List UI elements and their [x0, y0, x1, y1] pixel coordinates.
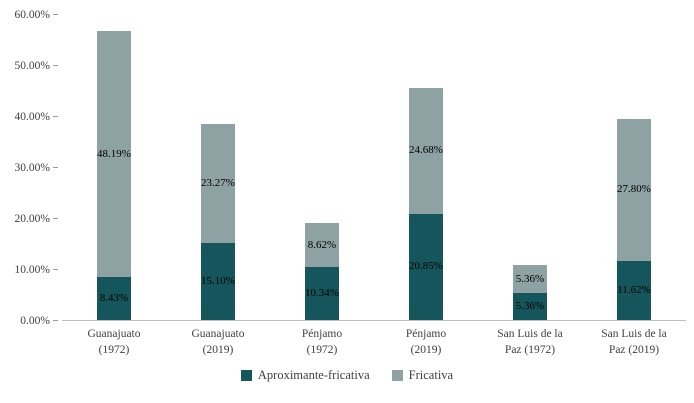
data-label: 23.27%	[201, 177, 235, 190]
legend-label: Fricativa	[408, 368, 454, 383]
y-tick-label: 50.00%	[14, 60, 50, 72]
category-label-line: (2019)	[202, 343, 234, 356]
category-label: Pénjamo (1972)	[270, 327, 374, 358]
bar-segment-aproximante-fricativa: 11.62%	[617, 260, 651, 320]
bar-segment-fricativa: 23.27%	[201, 124, 235, 243]
stacked-bar: 27.80% 11.62%	[617, 118, 651, 320]
y-tick-mark	[53, 65, 58, 66]
category-label-line: Pénjamo	[301, 328, 343, 340]
legend-swatch	[391, 370, 403, 382]
y-tick-label: 30.00%	[14, 162, 50, 174]
category-label: San Luis de la Paz (1972)	[478, 327, 582, 358]
category-label-line: Paz (1972)	[504, 343, 556, 356]
bar-segment-fricativa: 27.80%	[617, 118, 651, 261]
y-tick-mark	[53, 116, 58, 117]
y-tick-mark	[53, 269, 58, 270]
y-tick-label: 10.00%	[14, 264, 50, 276]
y-tick-mark	[53, 218, 58, 219]
category-label-line: (2019)	[410, 343, 442, 356]
category-label-line: (1972)	[306, 343, 338, 356]
legend-label: Aproximante-fricativa	[257, 368, 370, 383]
bar-group: 8.62% 10.34%	[270, 14, 374, 320]
bar-group: 23.27% 15.10%	[166, 14, 270, 320]
bar-group: 24.68% 20.85%	[374, 14, 478, 320]
data-label: 10.34%	[305, 287, 339, 300]
stacked-bar: 8.62% 10.34%	[305, 223, 339, 320]
bar-group: 48.19% 8.43%	[62, 14, 166, 320]
data-label: 48.19%	[97, 147, 131, 160]
bar-group: 5.36% 5.36%	[478, 14, 582, 320]
bar-segment-fricativa: 8.62%	[305, 223, 339, 268]
y-axis: 0.00% 10.00% 20.00% 30.00% 40.00% 50.00% 60.00…	[0, 9, 62, 327]
category-label-line: Paz (2019)	[608, 343, 660, 356]
data-label: 15.10%	[201, 275, 235, 287]
x-axis-labels: Guanajuato (1972) Guanajuato (2019) Pénjamo (…	[62, 327, 686, 358]
y-tick-label: 20.00%	[14, 213, 50, 225]
bar-segment-aproximante-fricativa: 8.43%	[97, 277, 131, 320]
data-label: 11.62%	[617, 283, 651, 296]
category-label: Guanajuato (1972)	[62, 327, 166, 358]
bar-segment-aproximante-fricativa: 15.10%	[201, 243, 235, 320]
y-tick-label: 0.00%	[20, 315, 50, 327]
legend-item: Aproximante-fricativa	[240, 368, 370, 383]
y-tick-mark	[53, 14, 58, 15]
bar-segment-fricativa: 48.19%	[97, 31, 131, 278]
stacked-bar: 23.27% 15.10%	[201, 124, 235, 320]
bar-segment-aproximante-fricativa: 5.36%	[513, 292, 547, 320]
chart-area: 0.00% 10.00% 20.00% 30.00% 40.00% 50.00% 60.00…	[0, 9, 694, 327]
stacked-bar: 5.36% 5.36%	[513, 265, 547, 320]
data-label: 20.85%	[409, 260, 443, 273]
category-label-line: Pénjamo	[405, 328, 447, 340]
bar-segment-aproximante-fricativa: 20.85%	[409, 213, 443, 320]
data-label: 27.80%	[617, 183, 651, 196]
y-tick-label: 40.00%	[14, 111, 50, 123]
legend: Aproximante-fricativa Fricativa	[0, 368, 694, 383]
category-label: Guanajuato (2019)	[166, 327, 270, 358]
category-label: San Luis de la Paz (2019)	[582, 327, 686, 358]
y-tick-mark	[53, 320, 58, 321]
category-label-line: (1972)	[98, 343, 130, 356]
legend-swatch	[240, 370, 252, 382]
category-label-line: San Luis de la	[601, 328, 667, 340]
category-label-line: Guanajuato	[191, 328, 245, 340]
data-label: 8.62%	[307, 238, 337, 251]
stacked-bar: 24.68% 20.85%	[409, 87, 443, 320]
data-label: 5.36%	[515, 299, 545, 312]
bar-segment-aproximante-fricativa: 10.34%	[305, 267, 339, 320]
legend-item: Fricativa	[391, 368, 454, 383]
stacked-bar: 48.19% 8.43%	[97, 31, 131, 320]
plot-area: 48.19% 8.43% 23.27% 15.10% 8.62% 10.34% 24.68%…	[62, 14, 686, 321]
category-label-line: Guanajuato	[87, 328, 141, 340]
category-label-line: San Luis de la	[497, 328, 563, 340]
data-label: 8.43%	[99, 292, 129, 304]
bar-segment-fricativa: 24.68%	[409, 87, 443, 214]
y-tick-label: 60.00%	[14, 9, 50, 21]
bar-group: 27.80% 11.62%	[582, 14, 686, 320]
data-label: 24.68%	[409, 144, 443, 157]
y-tick-mark	[53, 167, 58, 168]
data-label: 5.36%	[515, 272, 545, 285]
bar-segment-fricativa: 5.36%	[513, 265, 547, 293]
category-label: Pénjamo (2019)	[374, 327, 478, 358]
